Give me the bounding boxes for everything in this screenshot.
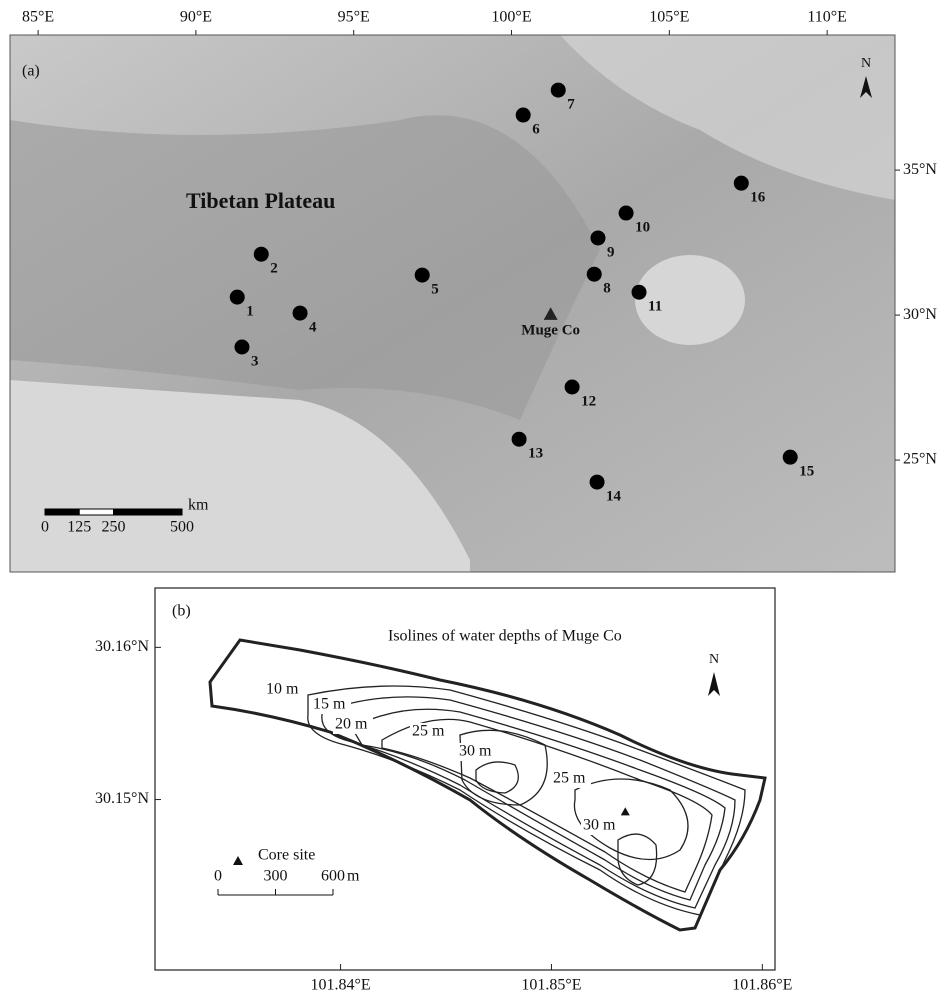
map-title: Isolines of water depths of Muge Co (388, 628, 622, 645)
scale-segment (79, 509, 113, 515)
contour-label: 25 m (553, 770, 586, 787)
scale-label: 500 (170, 519, 194, 536)
panel-b: (b) Isolines of water depths of Muge Co … (155, 588, 775, 970)
x-tick-label: 110°E (807, 9, 847, 26)
lake-label: Muge Co (521, 323, 580, 339)
y-tick-label: 30.16°N (95, 638, 149, 655)
region-label: Tibetan Plateau (186, 188, 335, 213)
site-point (230, 290, 245, 305)
site-point (591, 230, 606, 245)
panel-label: (a) (22, 63, 40, 80)
y-tick-label: 30.15°N (95, 790, 149, 807)
x-tick-label: 100°E (491, 9, 531, 26)
site-label: 10 (635, 219, 650, 235)
north-label: N (861, 56, 871, 71)
site-label: 11 (648, 299, 662, 315)
scale-label: 0 (41, 519, 49, 536)
site-label: 3 (251, 353, 258, 369)
contour-label: 25 m (412, 723, 445, 740)
site-label: 2 (270, 261, 278, 277)
site-point (619, 206, 634, 221)
site-label: 6 (532, 121, 540, 137)
x-tick-label: 101.84°E (310, 977, 370, 994)
y-tick-label: 30°N (903, 306, 937, 323)
site-label: 12 (581, 393, 596, 409)
x-tick-label: 101.86°E (732, 977, 792, 994)
site-label: 15 (799, 464, 814, 480)
site-point (293, 306, 308, 321)
north-label: N (709, 652, 719, 667)
scale-label: 600 (321, 868, 345, 885)
site-point (632, 285, 647, 300)
site-point (415, 268, 430, 283)
scale-label: 125 (67, 519, 91, 536)
site-point (565, 380, 580, 395)
site-point (512, 432, 527, 447)
site-label: 1 (246, 304, 254, 320)
scale-segment (45, 509, 79, 515)
contour-label: 20 m (335, 716, 368, 733)
site-point (587, 267, 602, 282)
site-label: 13 (528, 446, 543, 462)
site-point (734, 176, 749, 191)
contour-label: 15 m (313, 696, 346, 713)
site-label: 7 (567, 97, 575, 113)
x-tick-label: 85°E (22, 9, 54, 26)
x-tick-label: 101.85°E (521, 977, 581, 994)
figure: (a) Tibetan Plateau N (b) Isolines of wa… (0, 0, 950, 998)
scale-segment (114, 509, 183, 515)
site-point (783, 450, 798, 465)
site-label: 8 (603, 281, 611, 297)
y-tick-label: 35°N (903, 161, 937, 178)
site-label: 16 (750, 190, 766, 206)
site-point (254, 247, 269, 262)
x-tick-label: 90°E (180, 9, 212, 26)
contour-label: 30 m (583, 817, 616, 834)
site-label: 14 (606, 489, 622, 505)
scale-label: 300 (264, 868, 288, 885)
scale-label: 250 (102, 519, 126, 536)
scale-label: 0 (214, 868, 222, 885)
x-tick-label: 95°E (338, 9, 370, 26)
site-label: 4 (309, 320, 317, 336)
contour-label: 10 m (266, 681, 299, 698)
panel-a: (a) Tibetan Plateau N (10, 35, 895, 572)
site-label: 9 (607, 244, 615, 260)
site-point (234, 339, 249, 354)
site-label: 5 (431, 282, 439, 298)
site-point (590, 475, 605, 490)
scale-unit: km (188, 497, 209, 514)
x-tick-label: 105°E (649, 9, 689, 26)
y-tick-label: 25°N (903, 451, 937, 468)
scale-unit: m (347, 868, 360, 885)
panel-label: (b) (172, 603, 191, 620)
legend-label: Core site (258, 847, 315, 864)
site-point (516, 108, 531, 123)
frame (155, 588, 775, 970)
site-point (551, 83, 566, 98)
contour-label: 30 m (459, 743, 492, 760)
